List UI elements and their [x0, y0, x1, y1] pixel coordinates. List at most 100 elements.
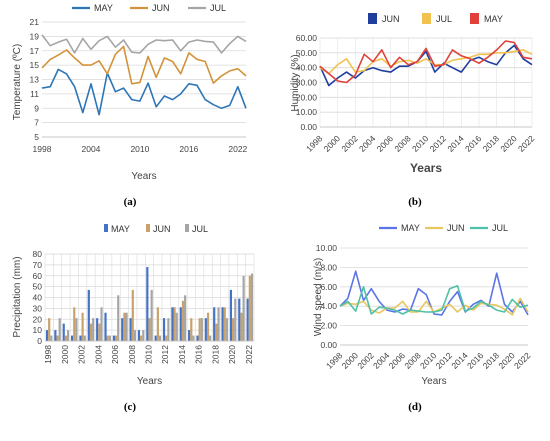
y-axis-label: Temperature (ºC) [12, 44, 23, 120]
series-line-jun [319, 44, 533, 87]
bar-jun [73, 307, 76, 341]
bar-jul [75, 318, 78, 341]
bars [45, 267, 254, 341]
bar-may [246, 298, 249, 341]
bar-jun [131, 289, 134, 341]
bar-jul [133, 330, 137, 341]
bar-may [154, 335, 157, 341]
bar-jul [108, 335, 111, 341]
bar-may [87, 289, 90, 341]
bar-jul [142, 330, 145, 341]
bar-jun [56, 335, 59, 341]
y-tick-label: 21 [30, 17, 40, 27]
y-tick-label: 10 [33, 325, 43, 335]
x-tick-label: 2014 [177, 345, 187, 364]
bar-jul [200, 318, 203, 341]
gridlines [340, 247, 528, 346]
y-tick-label: 2.00 [320, 321, 337, 331]
x-tick-label: 2020 [498, 133, 519, 154]
y-tick-label: 13 [30, 75, 40, 85]
x-tick-label: 2008 [392, 133, 413, 154]
bar-jun [123, 312, 126, 341]
bar-jul [66, 330, 70, 341]
bar-jun [148, 318, 151, 341]
y-tick-label: 40.00 [296, 63, 318, 73]
x-tick-label: 2018 [210, 345, 220, 364]
legend-label-jun: JUN [447, 223, 465, 233]
x-tick-label: 2016 [194, 345, 204, 364]
x-tick-label: 2016 [463, 133, 484, 154]
bar-jun [156, 307, 159, 341]
bar-jun [190, 318, 193, 341]
x-tick-label: 2006 [110, 345, 120, 364]
bar-may [54, 330, 57, 341]
y-tick-label: 50.00 [296, 48, 318, 58]
bar-jul [217, 307, 220, 341]
bar-jun [64, 335, 67, 341]
gridlines [319, 37, 533, 128]
bar-jul [117, 295, 120, 341]
bar-jun [165, 335, 168, 341]
bar-jun [89, 323, 93, 341]
legend: MAY JUN JUL [72, 3, 226, 13]
legend-label-jun: JUN [382, 14, 400, 24]
bar-jul [209, 335, 212, 341]
bar-jun [215, 323, 218, 341]
y-tick-label: 17 [30, 46, 40, 56]
bar-may [45, 330, 49, 341]
bar-may [146, 267, 149, 341]
x-tick-label: 1998 [33, 144, 52, 154]
bar-jul [192, 335, 195, 341]
bar-jul [250, 273, 254, 341]
y-tick-label: 5 [34, 132, 39, 142]
bar-jul [92, 318, 95, 341]
legend-swatch-jun [368, 13, 377, 24]
bar-may [79, 335, 82, 341]
x-tick-label: 2012 [428, 133, 449, 154]
series-lines [339, 270, 529, 316]
x-tick-label: 2022 [512, 350, 533, 371]
series-line-jul [319, 49, 533, 75]
y-tick-label: 0 [37, 336, 42, 346]
x-tick-label: 2022 [228, 144, 247, 154]
bar-jun [181, 300, 185, 341]
x-tick-label: 2016 [179, 144, 198, 154]
y-tick-label: 20 [33, 314, 43, 324]
bar-jun [206, 312, 210, 341]
bar-may [221, 307, 224, 341]
y-axis-label: Wind speed (m/s) [313, 258, 324, 336]
y-axis-label: Precipitation (mm) [12, 256, 23, 337]
bar-jun [98, 323, 101, 341]
series-line-may [339, 270, 529, 316]
y-axis-label: Humidity (%) [290, 54, 301, 111]
legend-label-may: MAY [484, 14, 503, 24]
legend-label-jun: JUN [152, 3, 170, 13]
bar-may [129, 318, 132, 341]
bar-may [188, 330, 191, 341]
x-tick-label: 2012 [160, 345, 170, 364]
legend: JUN JUL MAY [368, 13, 503, 24]
y-tick-label: 8.00 [320, 262, 337, 272]
series-line-jun [41, 45, 247, 85]
series-line-may [319, 40, 533, 84]
bar-may [171, 307, 174, 341]
y-tick-label: 60.00 [296, 33, 318, 43]
x-tick-label: 2000 [322, 133, 343, 154]
legend-label-jul: JUL [436, 14, 452, 24]
x-tick-label: 2020 [227, 345, 237, 364]
bar-jul [83, 335, 86, 341]
bar-may [62, 323, 65, 341]
bar-may [229, 289, 233, 341]
legend-label-may: MAY [94, 3, 113, 13]
bar-jun [173, 307, 176, 341]
x-axis-label: Years [137, 376, 162, 387]
legend-swatch-may [104, 224, 108, 232]
bar-jul [50, 335, 53, 341]
series-line-jul [41, 34, 247, 54]
bar-jul [158, 335, 162, 341]
bar-jul [100, 307, 103, 341]
x-tick-label: 2002 [339, 133, 360, 154]
x-tick-label: 2006 [375, 133, 396, 154]
legend: MAY JUN JUL [104, 224, 208, 234]
